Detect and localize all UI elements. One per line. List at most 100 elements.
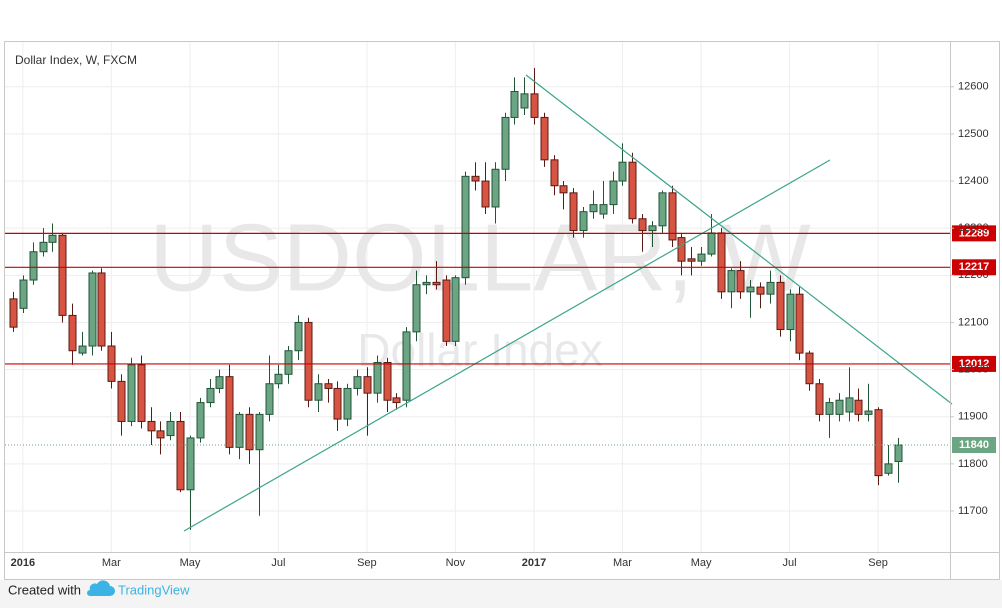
candle-body bbox=[412, 284, 421, 333]
candle-body bbox=[835, 399, 844, 415]
candle-body bbox=[628, 161, 637, 220]
levels: 12289 12217 12012 11840 bbox=[5, 225, 996, 454]
candle-body bbox=[166, 420, 175, 437]
candle-body bbox=[225, 376, 234, 448]
x-tick-label: Nov bbox=[446, 557, 466, 569]
y-tick-label: 12500 bbox=[958, 128, 989, 140]
candle-body bbox=[599, 204, 608, 215]
candle-body bbox=[274, 373, 283, 385]
candle-body bbox=[156, 430, 165, 439]
candle-body bbox=[314, 383, 323, 401]
candle-body bbox=[618, 161, 627, 182]
logo-cloud[interactable] bbox=[87, 580, 115, 596]
top-bar bbox=[0, 0, 1002, 38]
candle-body bbox=[609, 180, 618, 206]
candle-body bbox=[304, 321, 313, 401]
candle-body bbox=[363, 376, 372, 394]
candle-body bbox=[333, 387, 342, 420]
candle-body bbox=[235, 413, 244, 448]
candle-body bbox=[206, 387, 215, 404]
candle-body bbox=[795, 293, 804, 354]
candle-body bbox=[97, 272, 106, 347]
trend-line bbox=[183, 159, 831, 532]
candle-body bbox=[137, 364, 146, 422]
candle-body bbox=[481, 180, 490, 208]
brand-logo[interactable]: TradingView bbox=[87, 580, 190, 597]
candle-body bbox=[186, 437, 195, 491]
footer-prefix: Created with bbox=[8, 582, 81, 597]
candle-body bbox=[343, 387, 352, 420]
candles bbox=[9, 67, 903, 530]
candle-body bbox=[68, 314, 77, 352]
candle-body bbox=[432, 281, 441, 286]
candle-body bbox=[727, 270, 736, 293]
candle-body bbox=[579, 211, 588, 232]
y-tick-label: 12000 bbox=[958, 363, 989, 375]
x-tick-label: May bbox=[180, 557, 201, 569]
candle-body bbox=[324, 383, 333, 389]
level-label-box bbox=[952, 225, 996, 242]
candle-body bbox=[88, 272, 97, 347]
last-price-label: 11840 bbox=[959, 439, 989, 451]
candle-body bbox=[451, 277, 460, 342]
candle-body bbox=[245, 413, 254, 451]
candle-body bbox=[127, 364, 136, 422]
candle-body bbox=[894, 444, 903, 463]
candle-body bbox=[422, 281, 431, 286]
x-tick-label: 2017 bbox=[522, 557, 546, 569]
candle-body bbox=[442, 279, 451, 342]
candle-body bbox=[766, 281, 775, 295]
candle-body bbox=[392, 397, 401, 404]
candle-body bbox=[491, 168, 500, 208]
candle-body bbox=[39, 241, 48, 253]
candle-body bbox=[550, 159, 559, 187]
candle-body bbox=[845, 397, 854, 413]
candle-body bbox=[805, 352, 814, 385]
candle-body bbox=[864, 410, 873, 415]
level-label: 12217 bbox=[959, 261, 990, 273]
y-tick-label: 12200 bbox=[958, 269, 989, 281]
y-tick-label: 12100 bbox=[958, 316, 989, 328]
candle-body bbox=[707, 232, 716, 255]
candle-body bbox=[294, 321, 303, 352]
x-tick-label: Jul bbox=[271, 557, 285, 569]
candle-body bbox=[677, 237, 686, 262]
y-tick-label: 12400 bbox=[958, 175, 989, 187]
y-tick-label: 12300 bbox=[958, 222, 989, 234]
candle-body bbox=[255, 413, 264, 451]
x-tick-label: May bbox=[691, 557, 712, 569]
level-label: 12012 bbox=[959, 358, 990, 370]
y-tick-label: 11700 bbox=[958, 505, 988, 517]
candle-body bbox=[874, 409, 883, 477]
candle-body bbox=[569, 192, 578, 232]
candle-body bbox=[284, 350, 293, 375]
candle-body bbox=[786, 293, 795, 331]
candle-body bbox=[776, 281, 785, 331]
candle-body bbox=[668, 192, 677, 241]
candle-body bbox=[697, 253, 706, 262]
watermark-subtitle: Dollar Index bbox=[357, 324, 602, 376]
candle-body bbox=[736, 270, 745, 293]
candle-body bbox=[501, 116, 510, 170]
candle-body bbox=[353, 376, 362, 389]
y-tick-label: 12600 bbox=[958, 81, 989, 93]
candle-body bbox=[687, 258, 696, 262]
candle-body bbox=[638, 218, 647, 232]
candle-body bbox=[746, 286, 755, 293]
candle-body bbox=[510, 90, 519, 118]
trend-line bbox=[525, 74, 953, 405]
candle-body bbox=[402, 331, 411, 401]
candle-body bbox=[78, 345, 87, 354]
level-label-box bbox=[952, 355, 996, 372]
x-tick-label: Jul bbox=[783, 557, 797, 569]
candle-body bbox=[461, 175, 470, 279]
footer bbox=[0, 580, 1002, 608]
candle-body bbox=[29, 251, 38, 281]
candle-body bbox=[540, 116, 549, 161]
candle-body bbox=[530, 93, 539, 118]
footer-brand[interactable]: TradingView bbox=[118, 582, 190, 597]
candle-body bbox=[854, 399, 863, 415]
candle-body bbox=[815, 383, 824, 415]
x-tick-label: Mar bbox=[613, 557, 632, 569]
candle-body bbox=[196, 402, 205, 439]
